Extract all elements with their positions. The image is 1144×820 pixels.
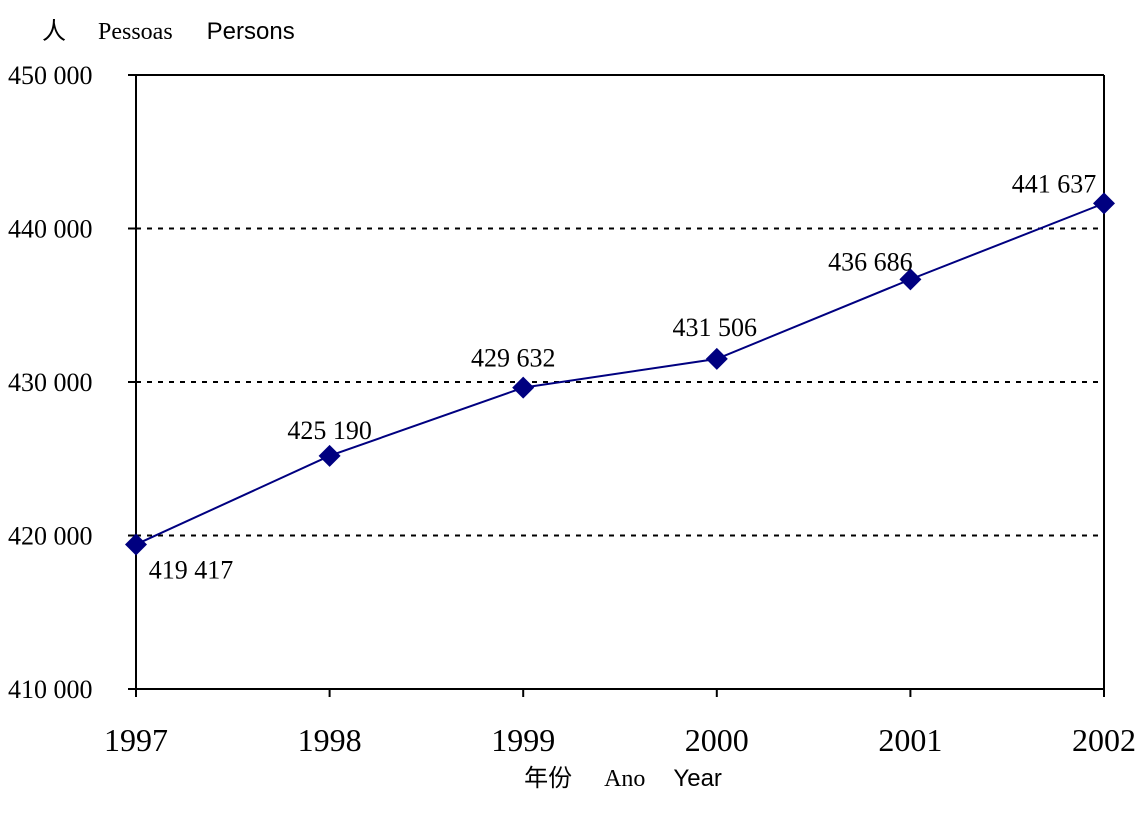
y-axis-title-pt: Pessoas <box>98 19 173 45</box>
x-tick-label-1997: 1997 <box>104 722 168 758</box>
x-axis-title: 年份 Ano Year <box>524 765 722 792</box>
x-tick-label-2002: 2002 <box>1072 722 1136 758</box>
x-tick-label-2001: 2001 <box>878 722 942 758</box>
data-point-1998 <box>318 444 341 467</box>
data-label-2000: 431 506 <box>673 313 758 342</box>
x-axis-title-zh: 年份 <box>524 765 572 792</box>
data-label-1998: 425 190 <box>287 416 372 445</box>
data-point-1997 <box>125 533 147 556</box>
y-tick-label-430000: 430 000 <box>8 368 93 397</box>
y-tick-label-410000: 410 000 <box>8 675 93 704</box>
y-tick-label-420000: 420 000 <box>8 522 93 551</box>
y-tick-label-450000: 450 000 <box>8 61 93 90</box>
x-tick-label-1999: 1999 <box>491 722 555 758</box>
y-axis-title: 人 Pessoas Persons <box>42 18 295 45</box>
data-point-2000 <box>705 347 728 370</box>
y-axis-title-en: Persons <box>207 18 295 45</box>
x-axis-ticks: 1997 1998 1999 2000 2001 2002 <box>104 689 1136 758</box>
series-persons: 419 417 425 190 429 632 431 506 436 686 441 6… <box>125 169 1115 584</box>
data-point-1999 <box>512 376 535 399</box>
data-point-2001 <box>899 268 922 291</box>
data-label-2002: 441 637 <box>1012 169 1097 198</box>
x-axis-title-en: Year <box>673 765 722 792</box>
series-line <box>135 202 1105 546</box>
y-tick-label-440000: 440 000 <box>8 215 93 244</box>
data-label-1999: 429 632 <box>471 344 556 373</box>
data-point-2002 <box>1093 192 1115 215</box>
y-axis-title-zh: 人 <box>42 18 66 45</box>
data-label-1997: 419 417 <box>149 555 234 584</box>
x-tick-label-1998: 1998 <box>298 722 362 758</box>
y-axis-ticks: 410 000 420 000 430 000 440 000 450 000 <box>8 61 136 704</box>
data-label-2001: 436 686 <box>828 247 913 276</box>
x-tick-label-2000: 2000 <box>685 722 749 758</box>
x-axis-title-pt: Ano <box>604 766 645 792</box>
gridlines <box>136 227 1104 537</box>
